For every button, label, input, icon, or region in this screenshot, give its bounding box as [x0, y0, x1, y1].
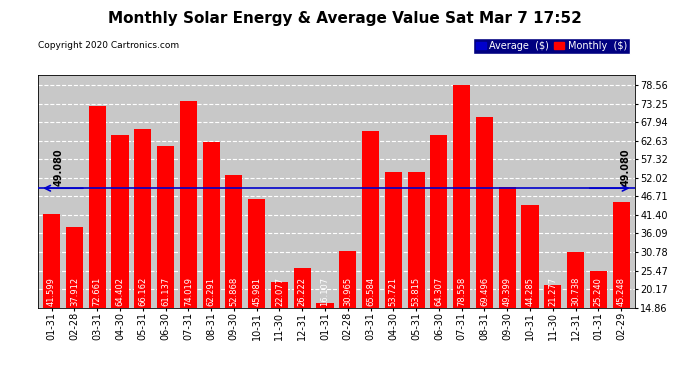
- Bar: [43, 214, 60, 359]
- Text: 45.248: 45.248: [617, 278, 626, 306]
- Text: 30.965: 30.965: [343, 278, 353, 306]
- Text: 53.721: 53.721: [389, 278, 398, 306]
- Bar: [317, 303, 333, 359]
- Text: 26.222: 26.222: [297, 278, 306, 306]
- Text: 22.077: 22.077: [275, 278, 284, 306]
- Bar: [66, 227, 83, 359]
- Text: 44.285: 44.285: [526, 278, 535, 306]
- Bar: [476, 117, 493, 359]
- Text: 21.277: 21.277: [549, 278, 558, 306]
- Text: Monthly Solar Energy & Average Value Sat Mar 7 17:52: Monthly Solar Energy & Average Value Sat…: [108, 11, 582, 26]
- Text: 65.584: 65.584: [366, 278, 375, 306]
- Bar: [157, 146, 174, 359]
- Bar: [180, 101, 197, 359]
- Text: 49.399: 49.399: [503, 278, 512, 306]
- Text: 37.912: 37.912: [70, 278, 79, 306]
- Bar: [567, 252, 584, 359]
- Text: 49.080: 49.080: [621, 149, 631, 186]
- Text: 41.599: 41.599: [47, 278, 56, 306]
- Bar: [499, 187, 515, 359]
- Text: 72.661: 72.661: [92, 277, 101, 306]
- Text: 53.815: 53.815: [412, 278, 421, 306]
- Bar: [88, 106, 106, 359]
- Text: Copyright 2020 Cartronics.com: Copyright 2020 Cartronics.com: [38, 41, 179, 50]
- Bar: [613, 202, 630, 359]
- Bar: [544, 285, 562, 359]
- Bar: [522, 205, 539, 359]
- Text: 52.868: 52.868: [229, 277, 238, 306]
- Text: 66.162: 66.162: [138, 277, 147, 306]
- Bar: [385, 172, 402, 359]
- Text: 45.981: 45.981: [252, 278, 261, 306]
- Bar: [134, 129, 151, 359]
- Text: 61.137: 61.137: [161, 277, 170, 306]
- Text: 62.291: 62.291: [206, 278, 215, 306]
- Text: 74.019: 74.019: [184, 278, 193, 306]
- Text: 30.738: 30.738: [571, 277, 580, 306]
- Text: 78.558: 78.558: [457, 277, 466, 306]
- Text: 16.107: 16.107: [320, 278, 330, 306]
- Legend: Average  ($), Monthly  ($): Average ($), Monthly ($): [473, 38, 630, 54]
- Bar: [362, 131, 379, 359]
- Text: 25.240: 25.240: [594, 278, 603, 306]
- Bar: [271, 282, 288, 359]
- Text: 64.307: 64.307: [435, 277, 444, 306]
- Text: 69.496: 69.496: [480, 278, 489, 306]
- Text: 64.402: 64.402: [115, 278, 124, 306]
- Bar: [339, 251, 356, 359]
- Bar: [294, 268, 310, 359]
- Bar: [226, 175, 242, 359]
- Bar: [203, 142, 219, 359]
- Bar: [111, 135, 128, 359]
- Bar: [431, 135, 447, 359]
- Text: 49.080: 49.080: [53, 149, 63, 186]
- Bar: [453, 86, 470, 359]
- Bar: [590, 272, 607, 359]
- Bar: [248, 199, 265, 359]
- Bar: [408, 172, 424, 359]
